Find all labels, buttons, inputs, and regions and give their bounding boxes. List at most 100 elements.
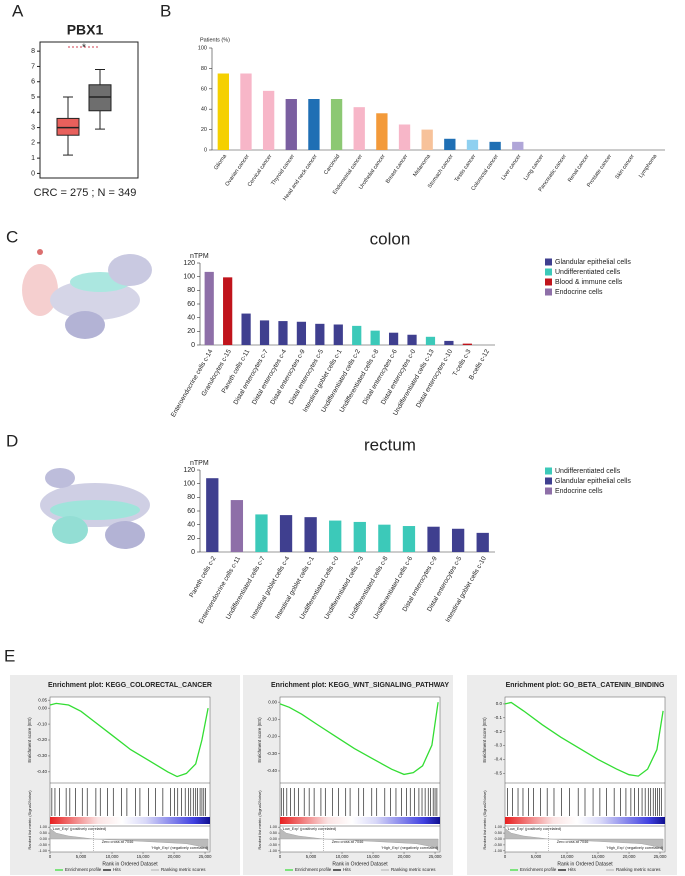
y-axis-label: Enrichment score (ES) [27,717,32,763]
x-tick-label: Distal enterocytes c-7 [232,348,270,406]
x-tick-label: 15,000 [367,854,380,859]
bar [378,524,391,552]
legend-label: Enrichment profile [65,867,102,872]
umap-rectum [40,468,150,549]
low-label: 'Low_Exp' (positively correlated) [52,827,107,831]
y-tick-label: 0.0 [496,701,503,706]
y-tick-label: -0.5 [494,770,502,775]
es-line [279,702,439,776]
y-tick-label: 20 [187,535,195,542]
x-tick-label: Distal enterocytes c-10 [415,348,454,409]
x-tick-label: Paneth cells c-2 [188,555,217,599]
bar [398,124,411,150]
legend-swatch [545,487,552,495]
bar [376,113,388,150]
bar [444,340,454,345]
x-tick-label: 10,000 [106,854,119,859]
y-tick-label: 0 [191,342,195,349]
y-tick-label: 1 [31,155,35,162]
y-tick-label: -0.40 [37,769,48,774]
bar [259,320,270,345]
panel-label: C [6,227,18,246]
x-tick-label: Lymphoma [638,153,659,179]
high-label: 'High_Exp' (negatively correlated) [606,846,663,850]
chart-title: Enrichment plot: GO_BETA_CATENIN_BINDING [506,682,665,689]
x-tick-label: 0 [49,854,52,859]
bar [296,321,307,345]
bar [402,526,416,552]
y-tick-label: 0 [191,549,195,556]
x-tick-label: 20,000 [398,854,411,859]
y-axis-label: nTPM [190,460,209,467]
x-tick-label: 5,000 [306,854,317,859]
bar [407,334,417,345]
caption: CRC = 275 ; N = 349 [34,187,137,199]
bar [476,532,489,552]
legend-swatch [545,268,552,276]
box [56,117,80,136]
metric-tick-label: -1.00 [38,849,47,853]
x-tick-label: 15,000 [137,854,150,859]
bar [462,343,472,345]
y-tick-label: -0.20 [267,734,278,739]
y-tick-label: -0.4 [494,757,502,762]
bar [223,277,233,345]
bar [370,330,380,345]
legend-swatch [545,278,552,286]
y-axis-label: nTPM [190,253,209,260]
x-tick-label: 25,000 [199,854,212,859]
chart-title: rectum [364,435,416,454]
zero-cross-label: Zero cross at 7046 [102,840,134,844]
x-tick-label: 25,000 [429,854,442,859]
x-tick-label: 5,000 [76,854,87,859]
metric-area [504,827,664,852]
x-tick-label: 5,000 [531,854,542,859]
x-tick-label: Stomach cancer [427,153,455,189]
zero-cross-label: Zero cross at 7046 [332,840,364,844]
x-tick-label: Glioma [213,153,228,171]
x-tick-label: Liver cancer [500,153,522,181]
x-tick-label: Distal enterocytes c-0 [380,348,418,406]
x-tick-label: 0 [504,854,507,859]
low-label: 'Low_Exp' (positively correlated) [507,827,562,831]
metric-tick-label: 1.00 [40,825,47,829]
y-tick-label: 80 [187,287,195,294]
legend-label: Ranking metric scores [616,867,661,872]
bar [330,99,343,150]
x-tick-label: Ovarian cancer [224,153,250,187]
y-tick-label: 80 [201,66,207,72]
x-tick-label: Testis cancer [454,153,477,183]
legend-label: Enrichment profile [295,867,332,872]
x-tick-label: Prostate cancer [586,153,613,188]
bar [230,500,244,552]
metric-tick-label: 0.50 [40,831,47,835]
legend-label: Ranking metric scores [161,867,206,872]
y-tick-label: 100 [183,481,195,488]
y-tick-label: -0.10 [37,721,48,726]
panel-label: A [12,1,24,20]
panel-label: B [160,1,171,20]
metric-tick-label: 1.00 [270,825,277,829]
y-tick-label: 7 [31,63,35,70]
metric-tick-label: 0.00 [495,837,502,841]
metric-tick-label: -0.50 [38,843,47,847]
legend-label: Hits [343,867,351,872]
metric-tick-label: -0.50 [268,843,277,847]
x-tick-label: Distal enterocytes c-9 [269,348,307,406]
bar [427,526,440,552]
metric-axis-label: Ranked list metric (Signal2Noise) [27,790,32,850]
high-label: 'High_Exp' (negatively correlated) [381,846,438,850]
legend-swatch [545,288,552,296]
legend-label: Blood & immune cells [555,279,623,286]
chart-title: Enrichment plot: KEGG_COLORECTAL_CANCER [48,682,212,689]
y-tick-label: 8 [31,48,35,55]
panel-label: E [4,646,15,665]
bar [285,99,297,150]
bar [353,521,366,552]
umap-colon [22,249,152,339]
y-tick-label: 20 [201,127,207,133]
legend-swatch [545,258,552,266]
y-tick-label: -0.40 [267,768,278,773]
y-tick-label: 6 [31,79,35,86]
rank-heatbar [505,817,665,824]
